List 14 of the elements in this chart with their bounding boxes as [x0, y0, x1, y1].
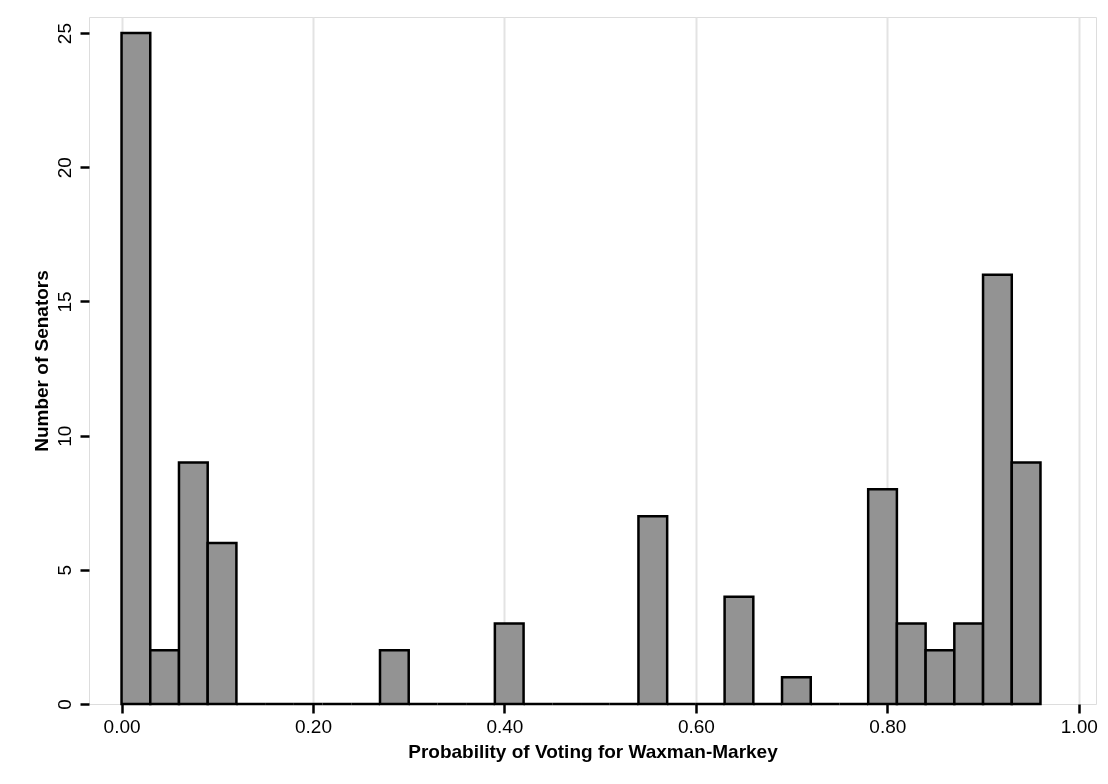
y-tick-label: 10 [53, 425, 75, 447]
x-axis-title: Probability of Voting for Waxman-Markey [408, 740, 779, 762]
y-tick-label: 5 [53, 565, 75, 576]
x-tick-label: 0.60 [677, 715, 715, 737]
y-axis-title: Number of Senators [30, 270, 52, 452]
x-tick-label: 1.00 [1060, 715, 1098, 737]
x-tick-label: 0.40 [486, 715, 524, 737]
y-tick-label: 0 [53, 699, 75, 710]
x-tick-label: 0.20 [295, 715, 332, 737]
x-tick-label: 0.80 [869, 715, 907, 737]
y-tick-label: 25 [53, 23, 75, 45]
x-tick-label: 0.00 [103, 715, 141, 737]
y-tick-label: 20 [53, 157, 75, 179]
y-tick-label: 15 [53, 291, 75, 313]
